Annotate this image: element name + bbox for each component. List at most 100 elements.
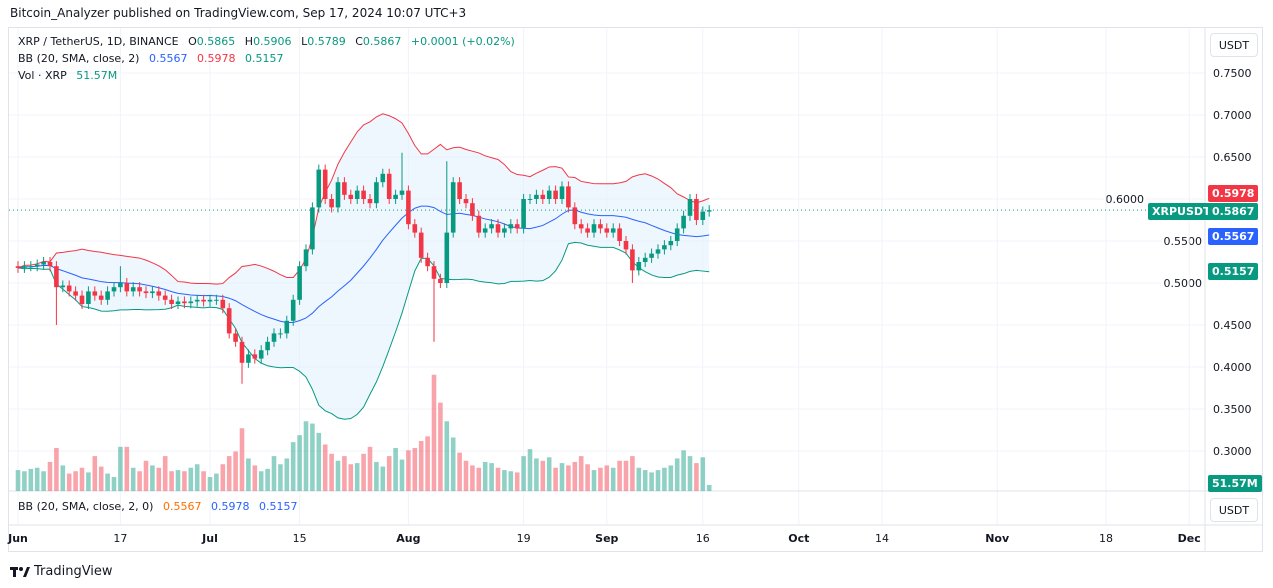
candle-body <box>226 308 232 334</box>
volume-bar <box>476 467 482 491</box>
candle-body <box>239 341 245 363</box>
high-label: H <box>244 35 254 48</box>
volume-bar <box>572 461 578 491</box>
time-tick-label: Jul <box>201 532 218 545</box>
volume-bar <box>706 485 712 491</box>
tradingview-logo[interactable]: TradingView <box>10 564 113 579</box>
volume-bar <box>623 460 629 491</box>
volume-bar <box>438 402 443 491</box>
candle-body <box>566 186 571 208</box>
candle-body <box>374 182 379 204</box>
lower-unit-button[interactable]: USDT <box>1210 498 1258 522</box>
volume-bar <box>354 463 360 491</box>
volume-bar <box>444 421 450 491</box>
price-tick-label: 0.3000 <box>1213 445 1252 458</box>
candle-body <box>642 257 648 262</box>
candle-body <box>34 264 40 267</box>
upper-band-tag: 0.5978 <box>1208 185 1259 202</box>
price-tick-label: 0.5000 <box>1164 277 1203 290</box>
close-value: 0.5867 <box>362 35 402 48</box>
candle-body <box>207 299 213 302</box>
candle-body <box>137 287 142 292</box>
volume-bar <box>28 468 34 491</box>
bb-legend[interactable]: BB (20, SMA, close, 2) 0.5567 0.5978 0.5… <box>18 52 289 65</box>
lower-bb-v3: 0.5157 <box>258 500 298 513</box>
time-tick-label: Aug <box>396 532 420 545</box>
volume-bar <box>316 432 322 491</box>
volume-bar <box>636 467 642 491</box>
candle-body <box>105 291 110 300</box>
volume-tag: 51.57M <box>1208 475 1262 492</box>
price-tick-label-bg <box>1103 193 1146 206</box>
candle-body <box>386 173 392 199</box>
price-tick-label: 0.7500 <box>1213 67 1252 80</box>
volume-bar <box>297 435 302 491</box>
time-tick-label: 14 <box>875 532 889 545</box>
volume-bar <box>348 464 354 491</box>
volume-bar <box>169 471 174 491</box>
candle-body <box>258 350 264 359</box>
price-tick-label: 0.4500 <box>1213 319 1252 332</box>
volume-bar <box>425 436 430 491</box>
time-tick-label: Dec <box>1178 532 1201 545</box>
price-tick-label: 0.4000 <box>1213 361 1252 374</box>
volume-bar <box>380 466 386 491</box>
volume-bar <box>207 477 213 491</box>
candle-body <box>118 283 123 288</box>
volume-bar <box>105 473 110 491</box>
volume-bar <box>284 458 290 491</box>
volume-bar <box>662 467 667 491</box>
volume-bar <box>674 458 680 491</box>
candle-body <box>623 241 629 250</box>
volume-label: Vol · XRP <box>18 69 67 82</box>
candle-body <box>476 215 482 233</box>
chart-frame[interactable] <box>8 27 1263 552</box>
candle-body <box>706 210 712 212</box>
time-tick-label: 16 <box>696 532 710 545</box>
volume-bar <box>694 463 699 491</box>
lower-pane-legend[interactable]: BB (20, SMA, close, 2, 0) 0.5567 0.5978 … <box>18 500 303 513</box>
candle-body <box>86 291 91 304</box>
volume-bar <box>86 472 91 491</box>
currency-unit-button[interactable]: USDT <box>1210 33 1258 57</box>
candle-body <box>79 295 85 304</box>
candle-body <box>540 194 546 199</box>
volume-bar <box>361 453 366 491</box>
candle-body <box>681 215 686 229</box>
volume-bar <box>92 456 98 491</box>
candle-body <box>66 285 72 292</box>
price-tick-label-bg <box>1161 277 1204 290</box>
volume-bar <box>156 467 162 491</box>
candle-body <box>271 333 277 342</box>
candle-body <box>399 190 405 195</box>
volume-bar <box>130 467 136 491</box>
candle-body <box>572 207 578 225</box>
volume-bar <box>15 470 21 491</box>
candle-body <box>214 299 219 301</box>
volume-bar <box>527 449 533 491</box>
candle-body <box>124 283 130 292</box>
volume-bar <box>214 473 219 491</box>
last-price-tag: 0.5867 <box>1208 203 1259 220</box>
volume-bar <box>540 460 546 491</box>
volume-bar <box>457 452 462 491</box>
candle-body <box>169 299 174 304</box>
candle-body <box>630 249 635 271</box>
time-tick-label: Oct <box>788 532 809 545</box>
volume-legend[interactable]: Vol · XRP 51.57M <box>18 69 123 82</box>
volume-bar <box>495 467 501 491</box>
candle-body <box>182 301 187 304</box>
volume-bar <box>367 446 373 491</box>
bb-upper-value: 0.5978 <box>196 52 236 65</box>
volume-bar <box>322 444 328 491</box>
lower-bb-label: BB (20, SMA, close, 2, 0) <box>18 500 154 513</box>
candle-body <box>73 291 78 296</box>
volume-bar <box>393 447 398 491</box>
candle-body <box>655 249 661 254</box>
candle-body <box>380 173 386 183</box>
volume-bar <box>642 470 648 491</box>
candle-body <box>604 228 610 233</box>
volume-bar <box>150 465 155 491</box>
open-label: O <box>188 35 197 48</box>
